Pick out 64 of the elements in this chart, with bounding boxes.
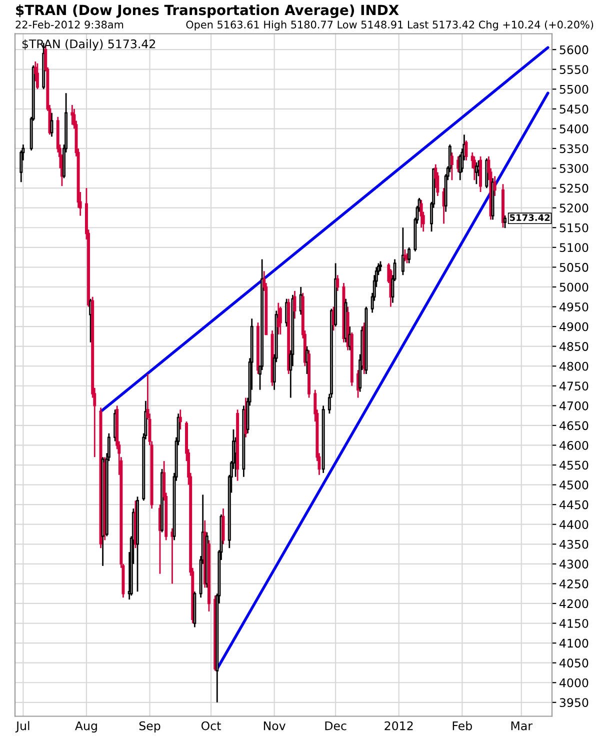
x-tick-label: Nov xyxy=(264,721,286,730)
y-tick-label: 5200 xyxy=(560,204,588,212)
y-tick-label: 5050 xyxy=(560,262,588,272)
y-tick-label: 4650 xyxy=(560,421,588,430)
y-tick-label: 4050 xyxy=(560,658,588,668)
x-tick-label: Sep xyxy=(139,721,160,733)
candlestick xyxy=(379,260,382,272)
candlestick xyxy=(293,290,296,320)
candlestick xyxy=(278,306,282,336)
x-tick-label: Feb xyxy=(452,721,472,730)
candlestick xyxy=(404,248,406,262)
candlestick xyxy=(401,226,404,276)
y-tick-label: 4100 xyxy=(560,638,588,648)
x-tick-label: Jul xyxy=(15,721,30,732)
y-tick-label: 5150 xyxy=(560,223,588,232)
y-tick-label: 5250 xyxy=(560,184,588,193)
text: 22-Feb-2012 9:38am xyxy=(16,20,124,29)
y-tick-label: 4300 xyxy=(560,560,588,569)
y-tick-label: 5400 xyxy=(560,124,588,134)
y-tick-label: 4900 xyxy=(560,322,588,332)
y-tick-label: 4000 xyxy=(560,678,588,688)
x-tick-label: 2012 xyxy=(384,721,413,730)
y-tick-label: 4200 xyxy=(560,599,588,608)
candlestick xyxy=(472,156,476,181)
y-tick-label: 4250 xyxy=(560,579,588,588)
candlestick xyxy=(493,175,496,197)
annotation: $TRAN (Daily) 5173.42 xyxy=(22,39,156,51)
y-tick-label: 4700 xyxy=(560,401,588,410)
x-tick-label: Aug xyxy=(75,721,97,733)
candlestick xyxy=(50,112,54,138)
x-tick-label: Oct xyxy=(201,721,221,730)
y-tick-label: 4850 xyxy=(560,342,588,351)
y-tick-label: 4750 xyxy=(560,382,588,391)
candlestick xyxy=(408,246,411,264)
y-tick-label: 5350 xyxy=(560,144,588,154)
x-tick-label: Mar xyxy=(511,721,533,730)
y-tick-label: 4400 xyxy=(560,520,588,530)
candlestick xyxy=(178,408,182,430)
candlestick xyxy=(420,199,423,228)
y-tick-label: 5550 xyxy=(560,65,588,74)
candlestick xyxy=(70,104,74,126)
y-tick-label: 4800 xyxy=(560,362,588,371)
y-tick-label: 4350 xyxy=(560,540,588,549)
text: Open 5163.61 High 5180.77 Low 5148.91 Last 5173.42 Chg +10.24 (+0.20%) xyxy=(186,20,594,31)
y-tick-label: 5100 xyxy=(560,243,588,252)
y-tick-label: 4950 xyxy=(560,302,588,312)
y-tick-label: 4150 xyxy=(560,618,588,628)
y-tick-label: 5500 xyxy=(560,84,588,94)
y-tick-label: 4450 xyxy=(560,500,588,510)
y-tick-label: 3950 xyxy=(560,698,588,708)
x-tick-label: Dec xyxy=(325,721,346,730)
y-tick-label: 5000 xyxy=(560,282,588,292)
chart-title: $TRAN (Dow Jones Transportation Average) INDX xyxy=(16,4,399,18)
y-tick-label: 5450 xyxy=(560,104,588,114)
y-tick-label: 4500 xyxy=(560,480,588,490)
y-tick-label: 5300 xyxy=(560,164,588,173)
candlestick xyxy=(36,62,39,90)
y-tick-label: 4550 xyxy=(560,460,588,470)
candlestick xyxy=(170,528,174,584)
y-tick-label: 4600 xyxy=(560,440,588,450)
candlestick xyxy=(336,274,340,292)
annotation: 5173.42 xyxy=(510,214,550,221)
y-tick-label: 5600 xyxy=(560,45,588,54)
candlestick xyxy=(450,152,454,181)
